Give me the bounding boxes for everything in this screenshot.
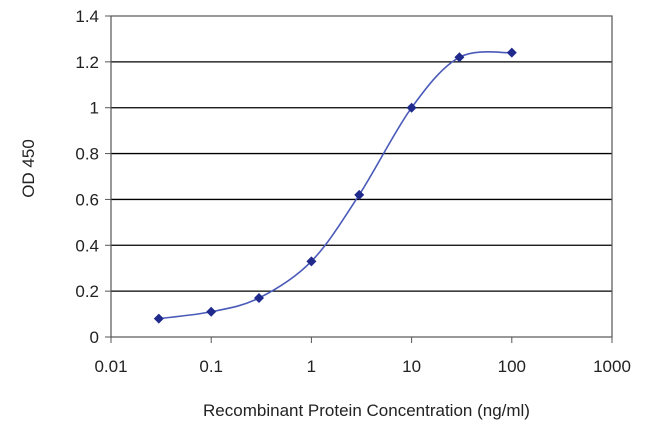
y-axis-ticks: 0 0.2 0.4 0.6 0.8 1 1.2 1.4 — [75, 7, 111, 347]
y-tick-label: 1.2 — [75, 53, 99, 72]
x-tick-label: 100 — [498, 357, 526, 376]
x-tick-label: 1000 — [593, 357, 631, 376]
y-tick-label: 0.2 — [75, 282, 99, 301]
data-point — [153, 313, 164, 324]
x-tick-label: 0.01 — [94, 357, 127, 376]
data-point — [206, 306, 217, 317]
series-line — [158, 51, 512, 320]
grid-lines — [111, 61, 612, 292]
y-tick-label: 1 — [90, 99, 99, 118]
x-tick-label: 1 — [307, 357, 316, 376]
data-point — [306, 256, 317, 267]
data-point — [254, 293, 265, 304]
y-axis-title: OD 450 — [19, 139, 38, 198]
x-axis-title: Recombinant Protein Concentration (ng/ml… — [203, 401, 530, 420]
x-axis-ticks: 0.01 0.1 1 10 100 1000 — [94, 337, 631, 376]
y-tick-label: 1.4 — [75, 7, 99, 26]
y-tick-label: 0.8 — [75, 145, 99, 164]
data-point — [406, 102, 417, 113]
data-point — [506, 47, 517, 58]
data-point — [354, 189, 365, 200]
y-tick-label: 0.4 — [75, 236, 99, 255]
plot-area — [110, 15, 613, 338]
data-points — [153, 47, 517, 324]
y-tick-label: 0 — [90, 328, 99, 347]
data-point — [454, 52, 465, 63]
x-tick-label: 10 — [402, 357, 421, 376]
y-tick-label: 0.6 — [75, 190, 99, 209]
x-tick-label: 0.1 — [199, 357, 223, 376]
